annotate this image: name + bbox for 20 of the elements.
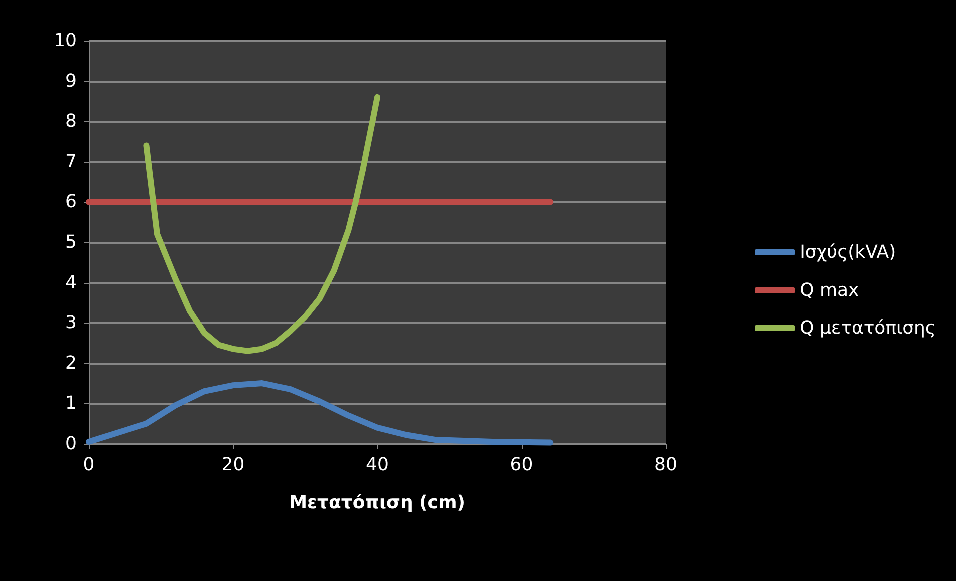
x-tick-label: 80 xyxy=(654,454,678,476)
legend-label: Ισχύς(kVA) xyxy=(800,242,896,263)
legend-label: Q μετατόπισης xyxy=(800,318,936,339)
y-tick-label: 2 xyxy=(66,352,77,374)
y-tick-label: 0 xyxy=(66,434,77,454)
x-tick-label: 40 xyxy=(366,454,389,476)
y-tick-label: 1 xyxy=(66,393,77,414)
y-tick-label: 5 xyxy=(66,232,77,253)
y-tick-label: 9 xyxy=(66,70,77,92)
y-tick-label: 8 xyxy=(66,111,77,132)
x-tick-label: 0 xyxy=(83,454,95,476)
y-tick-label: 7 xyxy=(66,151,77,172)
x-axis-title: Μετατόπιση (cm) xyxy=(290,492,466,514)
y-tick-label: 3 xyxy=(66,312,77,334)
x-tick-label: 20 xyxy=(222,454,245,476)
legend-label: Q max xyxy=(800,280,860,301)
y-tick-label: 4 xyxy=(66,272,77,294)
y-tick-label: 10 xyxy=(54,30,77,52)
y-tick-label: 6 xyxy=(66,192,77,213)
x-tick-label: 60 xyxy=(510,454,534,476)
